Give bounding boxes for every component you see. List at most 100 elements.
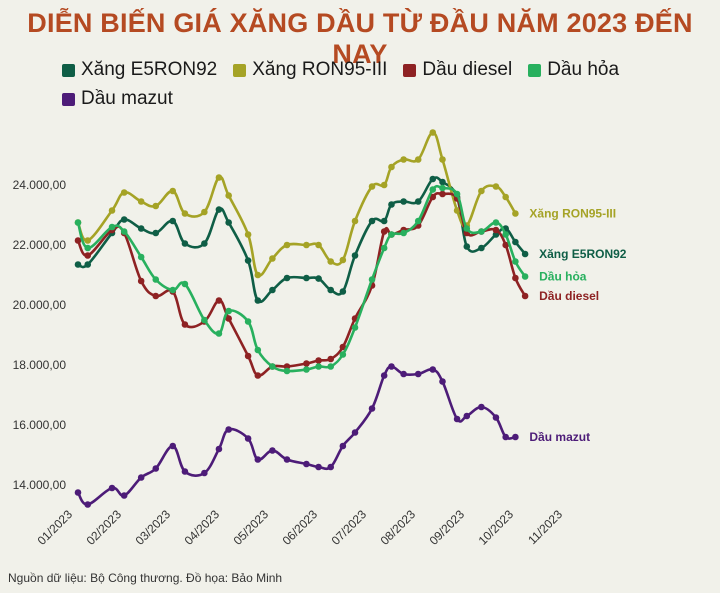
data-point <box>414 217 422 225</box>
data-point <box>315 357 322 364</box>
data-point <box>439 178 446 186</box>
data-point <box>169 187 177 195</box>
data-point <box>169 442 177 450</box>
data-point <box>201 469 208 477</box>
legend-swatch <box>403 63 417 77</box>
data-point <box>380 181 388 189</box>
data-point <box>339 288 347 295</box>
x-tick-label: 02/2023 <box>84 507 125 548</box>
data-point <box>351 324 359 331</box>
x-tick-label: 05/2023 <box>231 507 272 548</box>
legend-label: Xăng RON95-III <box>252 59 388 80</box>
data-point <box>463 243 471 250</box>
data-point <box>201 240 208 247</box>
data-point <box>244 257 252 264</box>
data-point <box>303 366 310 373</box>
chart-title: DIỄN BIẾN GIÁ XĂNG DẦU TỪ ĐẦU NĂM 2023 Đ… <box>27 8 693 69</box>
data-point <box>254 456 262 463</box>
data-point <box>414 370 422 378</box>
data-point <box>351 252 359 259</box>
data-point <box>502 241 509 249</box>
data-point <box>283 274 291 282</box>
data-point <box>429 186 437 193</box>
data-point <box>478 403 485 411</box>
data-point <box>137 198 145 205</box>
data-point <box>502 433 509 441</box>
data-point <box>169 217 177 225</box>
data-point <box>303 360 310 367</box>
data-point <box>429 366 437 373</box>
data-point <box>315 463 322 471</box>
data-point <box>269 255 276 262</box>
data-point <box>327 363 335 370</box>
data-point <box>380 217 388 225</box>
data-point <box>84 261 92 268</box>
data-point <box>225 307 232 315</box>
data-point <box>351 217 359 225</box>
data-point <box>152 465 160 472</box>
data-point <box>137 253 145 261</box>
data-point <box>120 228 128 235</box>
data-point <box>521 292 529 300</box>
data-point <box>368 217 376 225</box>
legend-item: Xăng RON95-III <box>233 58 387 82</box>
data-point <box>181 468 189 475</box>
data-point <box>339 442 347 450</box>
legend-label: Dầu hỏa <box>547 59 620 80</box>
data-point <box>152 292 160 300</box>
x-tick-label: 07/2023 <box>329 507 370 548</box>
series-line <box>76 131 517 278</box>
data-point <box>414 198 422 205</box>
data-point <box>400 156 407 163</box>
data-point <box>521 250 529 258</box>
data-point <box>283 241 291 249</box>
data-point <box>327 463 335 471</box>
series-end-label: Dầu hỏa <box>539 270 587 284</box>
data-point <box>439 156 446 163</box>
data-point <box>327 286 335 294</box>
legend-swatch <box>62 63 75 77</box>
data-point <box>244 231 252 238</box>
data-point <box>169 286 177 294</box>
data-point <box>84 501 92 508</box>
data-point <box>137 277 145 285</box>
x-tick-label: 01/2023 <box>35 507 76 548</box>
data-point <box>368 276 376 283</box>
data-point <box>478 244 485 252</box>
data-point <box>453 207 461 214</box>
data-point <box>74 237 82 244</box>
data-point <box>74 261 82 268</box>
data-point <box>120 492 128 499</box>
data-point <box>283 456 291 463</box>
data-point <box>315 275 322 282</box>
data-point <box>254 372 262 379</box>
data-point <box>269 363 276 370</box>
data-point <box>152 229 160 237</box>
data-point <box>152 202 160 210</box>
legend-item: Dầu mazut <box>62 87 173 111</box>
data-point <box>368 183 376 190</box>
data-point <box>84 252 92 259</box>
data-point <box>120 189 128 196</box>
series-end-label: Dầu diesel <box>539 289 599 303</box>
data-point <box>215 445 223 453</box>
data-point <box>201 208 208 216</box>
data-point <box>201 316 208 324</box>
data-point <box>478 228 485 235</box>
data-point <box>108 207 116 214</box>
data-point <box>453 190 461 198</box>
data-point <box>269 286 276 294</box>
data-point <box>269 447 276 454</box>
data-point <box>327 258 335 265</box>
data-point <box>388 201 395 208</box>
data-point <box>380 228 388 235</box>
data-point <box>84 244 92 252</box>
y-tick-label: 14.000,00 <box>13 478 67 492</box>
legend-swatch <box>233 63 247 77</box>
data-point <box>478 187 485 195</box>
x-tick-label: 09/2023 <box>427 507 468 548</box>
y-tick-label: 24.000,00 <box>13 178 67 192</box>
data-point <box>303 460 310 468</box>
data-point <box>429 193 437 201</box>
series-end-label: Xăng RON95-III <box>529 207 616 221</box>
